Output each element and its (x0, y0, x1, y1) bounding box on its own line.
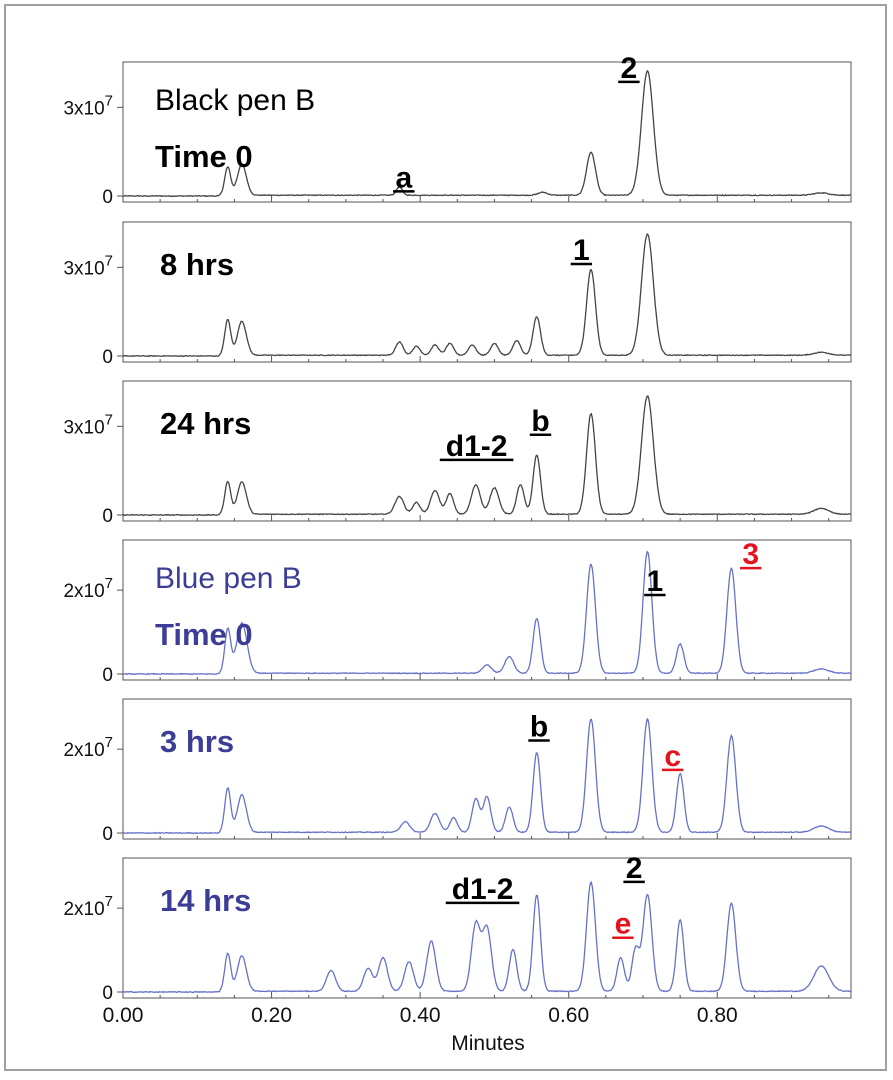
chromatogram-trace (123, 395, 851, 517)
panel-title: Blue pen B (155, 562, 302, 595)
chromatogram-panel: 0 3x107 24 hrs d1-2 b (63, 380, 852, 527)
chromatogram-panel: 0 3x107 Black pen B Time 0 a 2 (63, 52, 852, 208)
chromatogram-panel: 0 2x107 14 hrs d1-2 2 e (63, 852, 852, 1004)
panel-frame (122, 698, 852, 840)
peak-annotation: d1-2 (452, 873, 514, 906)
peak-annotation: 2 (621, 52, 638, 85)
y-tick-label: 2x107 (63, 575, 113, 602)
x-tick-label: 0.60 (548, 1004, 589, 1027)
y-tick-label: 2x107 (63, 893, 113, 920)
panel-frame (122, 380, 852, 522)
panel-time-label: 3 hrs (160, 724, 234, 759)
chromatogram-panel: 0 2x107 Blue pen B Time 0 1 3 (63, 538, 852, 686)
chromatogram-trace (123, 881, 852, 994)
peak-annotation: a (395, 161, 412, 194)
peak-annotation: 1 (573, 234, 590, 267)
peak-annotation: e (615, 908, 632, 941)
chromatogram-trace (122, 69, 852, 198)
y-tick-label: 3x107 (63, 252, 113, 279)
y-tick-label: 3x107 (63, 411, 113, 438)
peak-annotation: 1 (647, 565, 664, 598)
panel-frame (122, 61, 852, 203)
x-tick-label: 0.80 (697, 1004, 738, 1027)
y-tick-label: 0 (102, 347, 113, 368)
peak-annotation: 3 (742, 538, 759, 571)
x-tick-label: 0.40 (400, 1004, 441, 1027)
peak-annotation: 2 (626, 852, 643, 885)
panel-time-label: 24 hrs (160, 406, 251, 441)
panel-frame (122, 539, 852, 681)
y-tick-label: 0 (102, 506, 113, 527)
x-axis-label: Minutes (451, 1032, 525, 1055)
y-tick-label: 3x107 (63, 92, 113, 119)
y-tick-label: 2x107 (63, 734, 113, 761)
y-tick-label: 0 (102, 983, 113, 1004)
panel-time-label: 8 hrs (160, 247, 234, 282)
panel-frame (122, 221, 852, 363)
panel-title: Black pen B (155, 84, 315, 117)
chromatogram-trace (122, 550, 852, 676)
figure-border (4, 4, 887, 1071)
chromatogram-panel: 0 3x107 8 hrs 1 (63, 221, 852, 368)
chromatogram-panel: 0 2x107 3 hrs b c (63, 698, 852, 845)
panel-time-label: 14 hrs (160, 883, 251, 918)
y-tick-label: 0 (102, 187, 113, 208)
y-tick-label: 0 (102, 665, 113, 686)
y-tick-label: 0 (102, 824, 113, 845)
peak-annotation: b (530, 711, 548, 744)
panel-time-label: Time 0 (155, 139, 253, 174)
chromatogram-trace (122, 717, 852, 835)
peak-annotation: b (531, 405, 549, 438)
peak-annotation: d1-2 (446, 430, 508, 463)
panel-frame (122, 857, 852, 999)
panel-time-label: Time 0 (155, 617, 253, 652)
chromatogram-trace (122, 232, 852, 358)
x-tick-label: 0.20 (251, 1004, 292, 1027)
peak-annotation: c (664, 740, 681, 773)
x-tick-label: 0.00 (103, 1004, 144, 1027)
